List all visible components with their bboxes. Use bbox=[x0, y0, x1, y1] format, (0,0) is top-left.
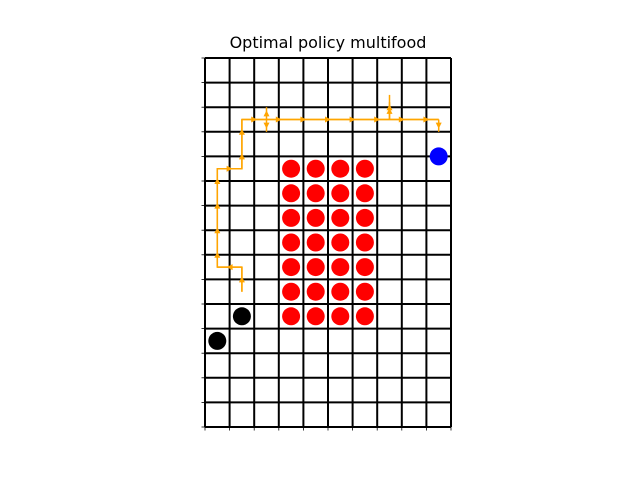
food-marker bbox=[282, 282, 301, 301]
policy-arrow-head bbox=[238, 153, 245, 160]
food-marker bbox=[355, 159, 374, 178]
food-marker bbox=[331, 159, 350, 178]
policy-arrow-head bbox=[214, 202, 221, 209]
food-marker bbox=[331, 307, 350, 326]
food-marker bbox=[282, 159, 301, 178]
policy-arrow-head bbox=[226, 165, 233, 172]
policy-arrow-head bbox=[226, 264, 233, 271]
agent-marker bbox=[208, 331, 227, 350]
food-marker bbox=[331, 233, 350, 252]
food-marker bbox=[282, 184, 301, 203]
policy-arrow-head bbox=[349, 116, 356, 123]
policy-arrow-head bbox=[398, 116, 405, 123]
policy-arrow-head bbox=[251, 116, 258, 123]
food-marker bbox=[355, 258, 374, 277]
food-marker bbox=[282, 307, 301, 326]
policy-arrow-head bbox=[386, 107, 393, 114]
policy-arrow-head bbox=[435, 122, 442, 129]
food-marker bbox=[331, 208, 350, 227]
food-marker bbox=[355, 282, 374, 301]
policy-arrow-head bbox=[263, 122, 270, 129]
policy-arrow-head bbox=[374, 116, 381, 123]
policy-arrow-head bbox=[238, 128, 245, 135]
food-marker bbox=[331, 282, 350, 301]
policy-arrow-head bbox=[214, 251, 221, 258]
policy-arrow-head bbox=[238, 276, 245, 283]
grid-lines bbox=[204, 57, 452, 428]
goal-marker bbox=[429, 147, 448, 166]
policy-arrow-head bbox=[300, 116, 307, 123]
chart-title: Optimal policy multifood bbox=[229, 33, 427, 52]
food-marker bbox=[306, 159, 325, 178]
food-marker bbox=[306, 233, 325, 252]
food-marker bbox=[355, 208, 374, 227]
food-marker bbox=[282, 233, 301, 252]
food-marker bbox=[306, 208, 325, 227]
grid-markers bbox=[208, 147, 448, 350]
policy-arrow-head bbox=[263, 110, 270, 117]
policy-path bbox=[214, 94, 442, 292]
food-marker bbox=[306, 184, 325, 203]
policy-arrow-head bbox=[214, 178, 221, 184]
food-marker bbox=[306, 282, 325, 301]
food-marker bbox=[331, 258, 350, 277]
axis-ticks bbox=[201, 57, 452, 431]
food-marker bbox=[306, 258, 325, 277]
policy-arrow-head bbox=[214, 227, 221, 234]
policy-arrow-head bbox=[275, 116, 282, 123]
food-marker bbox=[355, 233, 374, 252]
agent-marker bbox=[232, 307, 251, 326]
food-marker bbox=[355, 307, 374, 326]
food-marker bbox=[282, 208, 301, 227]
food-marker bbox=[355, 184, 374, 203]
policy-arrow-head bbox=[423, 116, 430, 123]
policy-arrow-head bbox=[325, 116, 331, 123]
food-marker bbox=[282, 258, 301, 277]
food-marker bbox=[331, 184, 350, 203]
food-marker bbox=[306, 307, 325, 326]
